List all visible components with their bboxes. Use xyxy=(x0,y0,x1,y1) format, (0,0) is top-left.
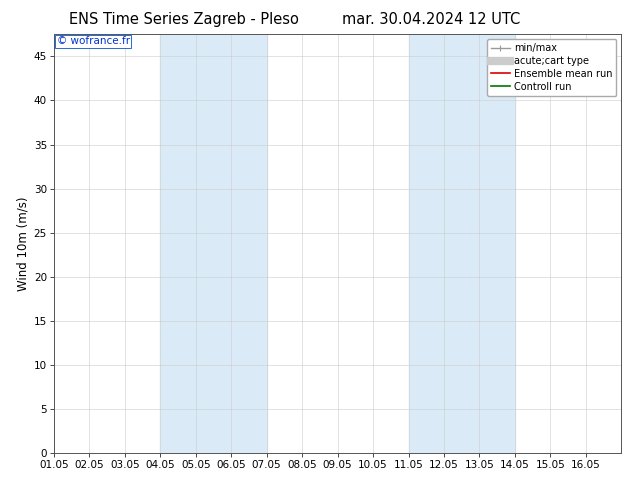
Text: mar. 30.04.2024 12 UTC: mar. 30.04.2024 12 UTC xyxy=(342,12,521,27)
Bar xyxy=(408,34,515,453)
Legend: min/max, acute;cart type, Ensemble mean run, Controll run: min/max, acute;cart type, Ensemble mean … xyxy=(487,39,616,96)
Bar xyxy=(160,34,267,453)
Y-axis label: Wind 10m (m/s): Wind 10m (m/s) xyxy=(16,196,30,291)
Text: ENS Time Series Zagreb - Pleso: ENS Time Series Zagreb - Pleso xyxy=(69,12,299,27)
Text: © wofrance.fr: © wofrance.fr xyxy=(56,36,130,47)
